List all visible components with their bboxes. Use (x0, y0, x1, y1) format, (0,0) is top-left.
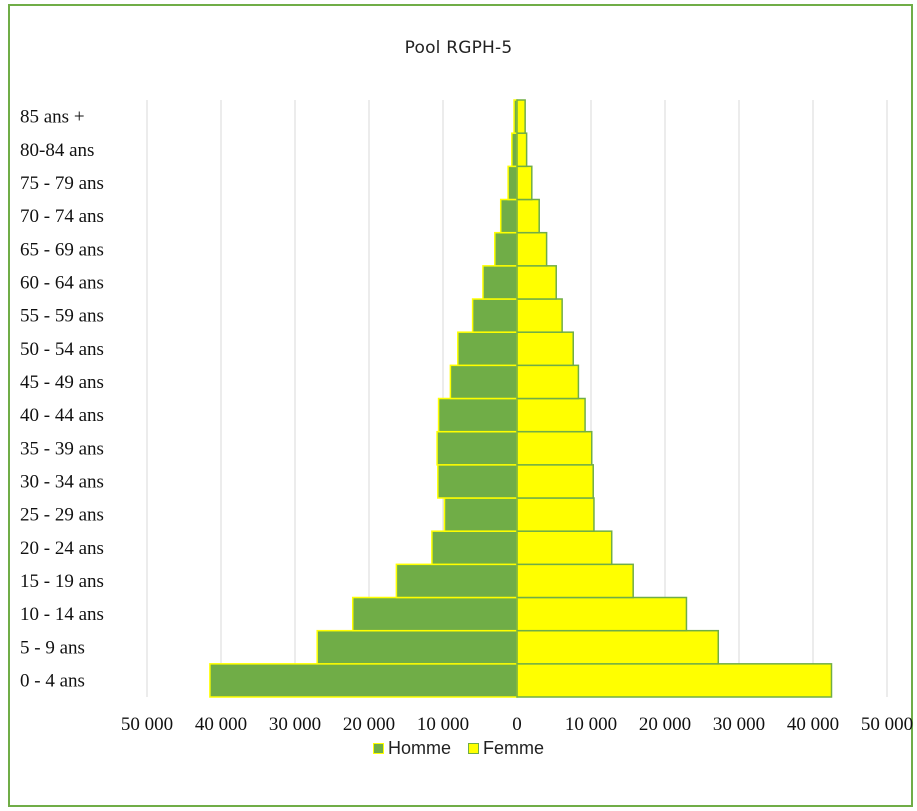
category-label: 20 - 24 ans (20, 538, 104, 559)
bar-homme (443, 497, 518, 532)
category-label: 15 - 19 ans (20, 571, 104, 592)
bar-homme (437, 464, 518, 499)
category-label: 50 - 54 ans (20, 339, 104, 360)
x-tick-labels: 50 000 40 000 30 000 20 000 10 000 0 10 000 20 … (121, 714, 913, 735)
category-labels: 0 - 4 ans 5 - 9 ans 10 - 14 ans 15 - 19 ans… (20, 107, 104, 692)
category-label: 40 - 44 ans (20, 405, 104, 426)
legend-item-homme: Homme (372, 738, 451, 759)
bar-femme (516, 364, 580, 400)
category-label: 55 - 59 ans (20, 306, 104, 327)
bar-femme (516, 298, 563, 333)
bar-femme (516, 231, 548, 267)
category-label: 5 - 9 ans (20, 637, 85, 658)
x-tick-label: 40 000 (787, 714, 839, 735)
category-label: 45 - 49 ans (20, 372, 104, 393)
bar-femme (516, 497, 595, 532)
bar-homme (351, 596, 518, 632)
category-label: 65 - 69 ans (20, 239, 104, 260)
bar-femme (516, 430, 593, 466)
x-tick-label: 50 000 (121, 714, 173, 735)
x-tick-label: 40 000 (195, 714, 247, 735)
x-tick-label: 0 (512, 714, 522, 735)
bar-femme (516, 596, 688, 632)
bar-homme (482, 265, 518, 300)
bar-homme (457, 331, 518, 367)
bar-homme (437, 397, 518, 433)
category-label: 80-84 ans (20, 140, 94, 161)
category-label: 10 - 14 ans (20, 604, 104, 625)
bar-homme (436, 430, 518, 466)
category-label: 75 - 79 ans (20, 173, 104, 194)
bar-femme (516, 397, 586, 433)
category-label: 60 - 64 ans (20, 272, 104, 293)
bar-femme (516, 132, 528, 168)
legend: Homme Femme (0, 738, 917, 759)
bar-femme (516, 198, 540, 234)
legend-label-homme: Homme (387, 738, 451, 758)
category-label: 85 ans + (20, 107, 85, 128)
category-label: 0 - 4 ans (20, 670, 85, 691)
legend-label-femme: Femme (483, 738, 545, 758)
x-tick-label: 10 000 (565, 714, 617, 735)
legend-swatch-femme (468, 743, 479, 754)
bar-homme (431, 530, 518, 566)
bar-homme (316, 629, 518, 665)
bar-homme (499, 198, 518, 234)
x-tick-label: 20 000 (639, 714, 691, 735)
bars (209, 99, 833, 698)
bar-homme (471, 298, 518, 333)
category-label: 35 - 39 ans (20, 438, 104, 459)
bar-femme (516, 99, 526, 134)
bar-femme (516, 530, 613, 566)
bar-femme (516, 663, 833, 698)
bar-homme (449, 364, 518, 400)
legend-item-femme: Femme (468, 738, 544, 759)
bar-homme (507, 165, 518, 201)
x-tick-label: 50 000 (861, 714, 913, 735)
bar-homme (494, 231, 518, 267)
bar-femme (516, 629, 720, 665)
legend-swatch-homme (372, 743, 384, 754)
bar-femme (516, 331, 574, 367)
bar-homme (511, 132, 518, 168)
x-tick-label: 30 000 (269, 714, 321, 735)
bar-femme (516, 563, 634, 599)
x-tick-label: 10 000 (417, 714, 469, 735)
chart-title: Pool RGPH-5 (404, 38, 513, 58)
bar-femme (516, 464, 594, 499)
bar-femme (516, 165, 533, 201)
category-label: 25 - 29 ans (20, 505, 104, 526)
category-label: 70 - 74 ans (20, 206, 104, 227)
x-tick-label: 20 000 (343, 714, 395, 735)
bar-homme (395, 563, 518, 599)
bar-femme (516, 265, 557, 300)
category-label: 30 - 34 ans (20, 471, 104, 492)
x-tick-label: 30 000 (713, 714, 765, 735)
bar-homme (209, 663, 518, 698)
